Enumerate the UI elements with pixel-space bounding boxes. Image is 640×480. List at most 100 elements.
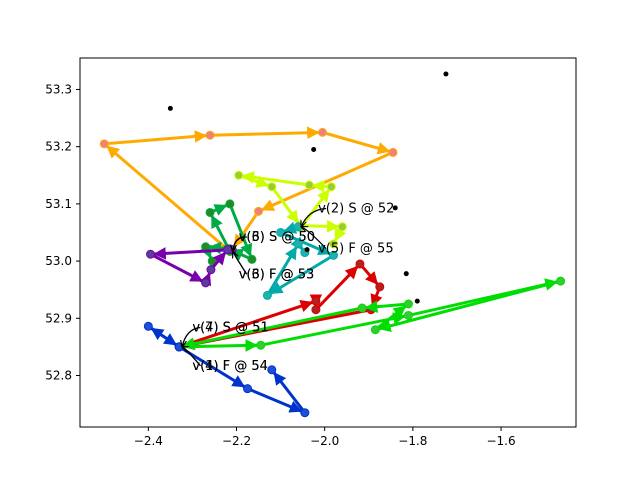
series-point <box>311 305 321 315</box>
annotation-label: v(4) S @ 51 <box>192 320 268 335</box>
series-point <box>337 222 347 232</box>
annotation-label: v(2) S @ 52 <box>318 201 394 216</box>
series-arrow <box>181 306 364 350</box>
series-point <box>556 276 566 286</box>
y-tick-label: 53.1 <box>45 197 72 211</box>
series-arrow <box>246 387 303 413</box>
series-point <box>247 254 257 264</box>
series-point <box>388 147 398 157</box>
series-point <box>223 245 233 255</box>
series-point <box>243 384 253 394</box>
annotation-label: v(7) S @ 51 <box>192 320 268 335</box>
annotation-label: v(4) F @ 54 <box>192 359 268 374</box>
series-point <box>403 310 413 320</box>
y-tick-label: 53.3 <box>45 82 72 96</box>
series-point <box>300 408 310 418</box>
annotations: v(2) S @ 52v(3) S @ 50v(6) S @ 50v(5) F … <box>182 201 394 374</box>
annotation-arrow <box>233 236 247 251</box>
series-arrow <box>177 300 314 349</box>
series-point <box>304 180 314 190</box>
series-4 <box>262 221 339 300</box>
series-point <box>326 182 336 192</box>
plot-content <box>99 71 566 418</box>
y-tick-label: 52.9 <box>45 311 72 325</box>
series-arrow <box>270 185 300 224</box>
series-point <box>201 278 211 288</box>
series-point <box>146 249 156 259</box>
x-tick-label: −1.8 <box>398 434 427 448</box>
series-point <box>357 303 367 313</box>
x-tick-label: −2.2 <box>222 434 251 448</box>
series-point <box>276 227 286 237</box>
node-point <box>311 147 317 153</box>
series-arrow <box>260 150 395 212</box>
x-tick-label: −2.0 <box>310 434 339 448</box>
annotation-label: v(3) S @ 50 <box>239 230 315 245</box>
series-point <box>205 207 215 217</box>
series-arrow <box>146 324 178 347</box>
series-point <box>370 325 380 335</box>
series-arrow <box>237 173 270 188</box>
series-point <box>375 282 385 292</box>
y-axis: 52.8 52.9 53.0 53.1 53.2 53.3 <box>45 82 80 383</box>
series-point <box>143 321 153 331</box>
node-points <box>167 71 449 304</box>
series-point <box>267 182 277 192</box>
y-tick-label: 53.0 <box>45 254 72 268</box>
series-arrow <box>149 252 204 283</box>
axes-frame <box>79 57 577 428</box>
series-arrow <box>265 245 298 297</box>
series-arrow <box>377 279 563 332</box>
node-point <box>167 105 173 111</box>
node-point <box>414 298 420 304</box>
series-arrow <box>232 209 261 248</box>
series-7 <box>174 276 566 352</box>
series-point <box>174 342 184 352</box>
series-point <box>225 199 235 209</box>
node-point <box>392 205 398 211</box>
annotation-label: v(6) F @ 53 <box>239 267 315 282</box>
annotation-arrow <box>182 326 201 346</box>
series-point <box>293 239 303 249</box>
series-point <box>355 259 365 269</box>
x-tick-label: −1.6 <box>486 434 515 448</box>
series-point <box>99 139 109 149</box>
series-arrow <box>279 230 332 256</box>
y-tick-label: 53.2 <box>45 140 72 154</box>
series-point <box>256 340 266 350</box>
series-arrow <box>320 130 391 155</box>
annotation-arrow <box>301 207 327 226</box>
annotation-label: v(3) F @ 53 <box>239 267 315 282</box>
series-point <box>311 296 321 306</box>
series-arrow <box>364 300 410 313</box>
node-point <box>403 271 409 277</box>
annotation-label: v(5) F @ 55 <box>318 242 394 257</box>
series-arrow <box>298 220 340 233</box>
series-arrow <box>228 202 253 258</box>
series-arrow <box>272 371 307 415</box>
y-tick-label: 52.8 <box>45 369 72 383</box>
series-point <box>254 206 264 216</box>
series-point <box>234 170 244 180</box>
series-arrow <box>314 265 359 312</box>
annotation-label: v(6) S @ 50 <box>239 230 315 245</box>
series-point <box>329 250 339 260</box>
series-arrow <box>153 247 234 260</box>
annotation-label: v(1) F @ 54 <box>192 359 268 374</box>
series-point <box>403 299 413 309</box>
annotation-arrow <box>301 227 327 249</box>
x-tick-label: −2.4 <box>134 434 163 448</box>
series-point <box>205 130 215 140</box>
node-point <box>443 71 449 77</box>
series-point <box>206 265 216 275</box>
series-arrow <box>208 126 320 140</box>
series-point <box>262 290 272 300</box>
series-point <box>317 127 327 137</box>
series-arrow <box>105 144 232 253</box>
annotation-arrow <box>182 347 201 367</box>
node-point <box>304 247 310 253</box>
annotation-arrow <box>233 251 248 275</box>
